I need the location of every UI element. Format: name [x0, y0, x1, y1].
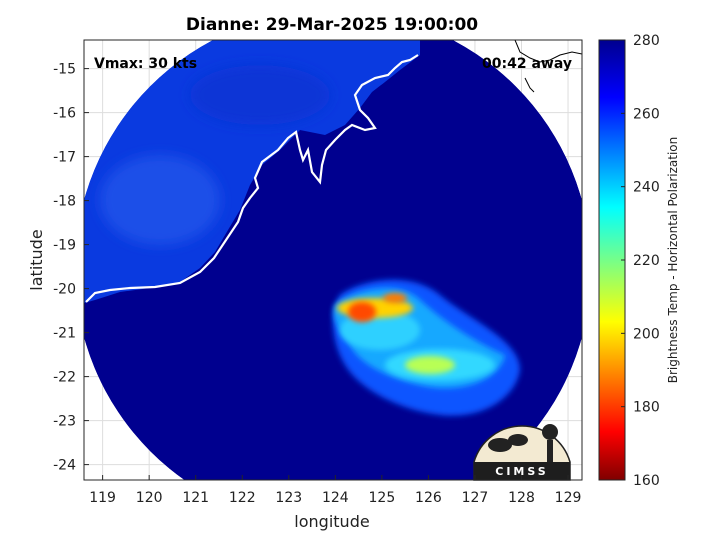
x-tick-label: 123 [275, 490, 302, 506]
y-tick-label: -21 [53, 326, 76, 342]
x-tick-label: 128 [508, 490, 535, 506]
logo-dish [488, 438, 512, 452]
y-tick-label: -24 [53, 458, 76, 474]
x-tick-label: 122 [229, 490, 256, 506]
land-texture [190, 65, 330, 125]
colorbar-label: Brightness Temp - Horizontal Polarizatio… [666, 137, 680, 384]
deep-convection-east [383, 293, 407, 303]
swath [84, 40, 582, 480]
x-tick-label: 126 [415, 490, 442, 506]
logo-tower-stem [547, 440, 553, 465]
deep-convection [348, 302, 376, 322]
colorbar-ticks: 280 260 240 220 200 180 160 [621, 33, 660, 489]
x-tick-label: 119 [89, 490, 116, 506]
coastline-north [524, 77, 535, 93]
colorbar-tick-label: 160 [633, 473, 660, 489]
y-tick-label: -22 [53, 370, 76, 386]
logo-text: CIMSS [495, 465, 548, 478]
storm-convection [333, 279, 520, 416]
y-tick-label: -16 [53, 106, 76, 122]
y-axis-label: latitude [27, 229, 46, 290]
x-tick-label: 120 [136, 490, 163, 506]
y-axis: -15 -16 -17 -18 -19 -20 -21 -22 -23 -24 [53, 62, 89, 474]
logo-dish [508, 434, 528, 446]
x-tick-label: 121 [182, 490, 209, 506]
axes-frame [83, 39, 583, 481]
colorbar-tick-label: 180 [633, 400, 660, 416]
y-tick-label: -19 [53, 238, 76, 254]
x-axis-label: longitude [294, 512, 369, 531]
coastline-north [514, 40, 582, 63]
y-tick-label: -18 [53, 194, 76, 210]
y-tick-label: -15 [53, 62, 76, 78]
x-tick-label: 129 [555, 490, 582, 506]
chart-title: Dianne: 29-Mar-2025 19:00:00 [186, 15, 478, 35]
x-tick-label: 125 [369, 490, 396, 506]
colorbar-tick-label: 220 [633, 253, 660, 269]
cimss-logo: CIMSS [473, 424, 571, 481]
colorbar-tick-label: 280 [633, 33, 660, 49]
time-away-annotation: 00:42 away [482, 56, 572, 72]
vmax-annotation: Vmax: 30 kts [94, 56, 197, 72]
x-tick-label: 127 [462, 490, 489, 506]
y-tick-label: -23 [53, 414, 76, 430]
coastline [85, 54, 419, 303]
colorbar-tick-label: 260 [633, 106, 660, 122]
logo-banner [474, 462, 570, 480]
colorbar-tick-label: 240 [633, 180, 660, 196]
inner-core [405, 356, 455, 374]
x-axis: 119 120 121 122 123 124 125 126 127 128 129 [89, 475, 581, 506]
y-tick-label: -17 [53, 150, 76, 166]
logo-tower [542, 424, 558, 440]
colorbar-tick-label: 200 [633, 326, 660, 342]
colorbar [598, 39, 626, 481]
y-tick-label: -20 [53, 282, 76, 298]
land-texture [100, 155, 220, 245]
x-tick-label: 124 [322, 490, 349, 506]
